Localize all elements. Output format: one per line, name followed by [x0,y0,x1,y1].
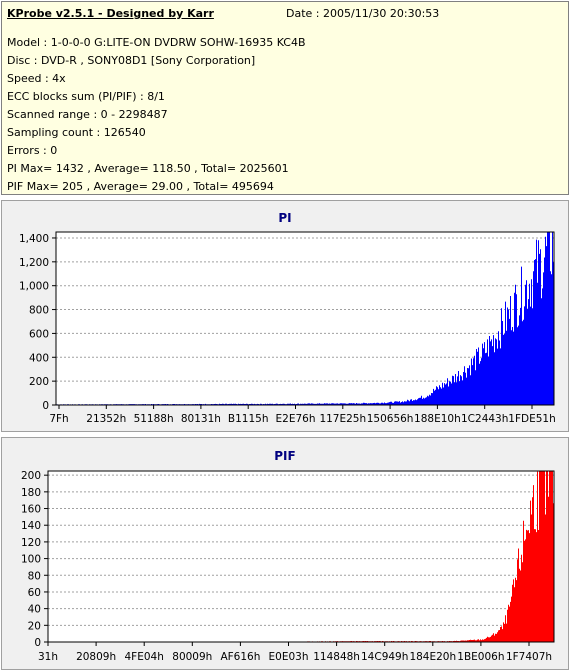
info-ecc: ECC blocks sum (PI/PIF) : 8/1 [7,90,165,103]
pif-ytick-label: 100 [21,554,41,566]
pif-chart-panel: PIF 0 20 40 60 80 100 120 140 160 180 200 31h 20809h 4… [1,437,569,670]
pi-chart-title: PI [278,211,291,225]
pi-ytick-label: 1,000 [19,281,49,293]
pif-xtick-label: 184E20h [409,651,456,663]
pi-ytick-label: 800 [29,305,49,317]
pi-ytick-label: 600 [29,328,49,340]
pi-xtick-label: 1C2443h [461,413,508,425]
info-pi-stats: PI Max= 1432 , Average= 118.50 , Total= … [7,162,289,175]
pif-ytick-label: 160 [21,504,41,516]
pi-xtick-label: 21352h [86,413,126,425]
pif-plot-frame [47,470,555,643]
pif-xtick-label: 1F7407h [506,651,552,663]
pif-ytick-label: 40 [28,604,41,616]
pif-xtick-label: AF616h [220,651,260,663]
info-disc: Disc : DVD-R , SONY08D1 [Sony Corporatio… [7,54,256,67]
pif-chart-title: PIF [274,449,295,463]
pif-xtick-label: 80009h [172,651,212,663]
pif-xtick-label: 4FE04h [125,651,164,663]
info-speed: Speed : 4x [7,72,66,85]
pif-ytick-label: 120 [21,537,41,549]
pi-ytick-label: 200 [29,376,49,388]
info-range: Scanned range : 0 - 2298487 [7,108,168,121]
pi-ytick-label: 400 [29,352,49,364]
pif-xtick-label: 1BE006h [457,651,504,663]
pif-xtick-label: 31h [38,651,58,663]
pi-plot-frame [55,231,555,406]
pi-ytick-label: 1,400 [19,233,49,245]
pi-chart: PI 0 200 400 600 800 1,000 1,200 1,400 7Fh 21352h 5… [19,211,556,425]
pif-xtick-label: 14C949h [361,651,408,663]
pif-ytick-label: 180 [21,487,41,499]
pi-xtick-label: 117E25h [319,413,366,425]
pi-chart-panel: PI 0 200 400 600 800 1,000 1,200 1,400 7Fh 21352h 5… [1,200,569,432]
info-model: Model : 1-0-0-0 G:LITE-ON DVDRW SOHW-169… [7,36,306,49]
pi-xtick-label: B1115h [228,413,269,425]
pif-ytick-label: 20 [28,620,41,632]
pif-plot-area [48,471,554,642]
info-errors: Errors : 0 [7,144,58,157]
pi-xtick-label: 1FDE51h [508,413,555,425]
pi-xtick-label: 7Fh [49,413,68,425]
pif-ytick-label: 60 [28,587,41,599]
app-title: KProbe v2.5.1 - Designed by Karr [7,7,214,20]
pif-ytick-label: 80 [28,570,41,582]
pif-ytick-label: 0 [34,637,41,649]
pif-xtick-label: 20809h [76,651,116,663]
pi-xtick-label: 51188h [134,413,174,425]
pif-xtick-label: E0E03h [269,651,309,663]
pi-ytick-label: 1,200 [19,257,49,269]
info-sampling: Sampling count : 126540 [7,126,146,139]
info-panel: KProbe v2.5.1 - Designed by Karr Date : … [1,1,569,195]
pif-ytick-label: 140 [21,520,41,532]
pif-chart: PIF 0 20 40 60 80 100 120 140 160 180 200 31h 20809h 4… [21,449,555,663]
pi-ytick-label: 0 [42,400,49,412]
pi-xtick-label: 150656h [367,413,414,425]
pi-xtick-label: 80131h [181,413,221,425]
pif-ytick-label: 200 [21,470,41,482]
info-pif-stats: PIF Max= 205 , Average= 29.00 , Total= 4… [7,180,274,193]
scan-date: Date : 2005/11/30 20:30:53 [286,7,440,20]
pi-xtick-label: E2E76h [276,413,316,425]
pif-xtick-label: 114848h [313,651,360,663]
pi-xtick-label: 188E10h [414,413,461,425]
